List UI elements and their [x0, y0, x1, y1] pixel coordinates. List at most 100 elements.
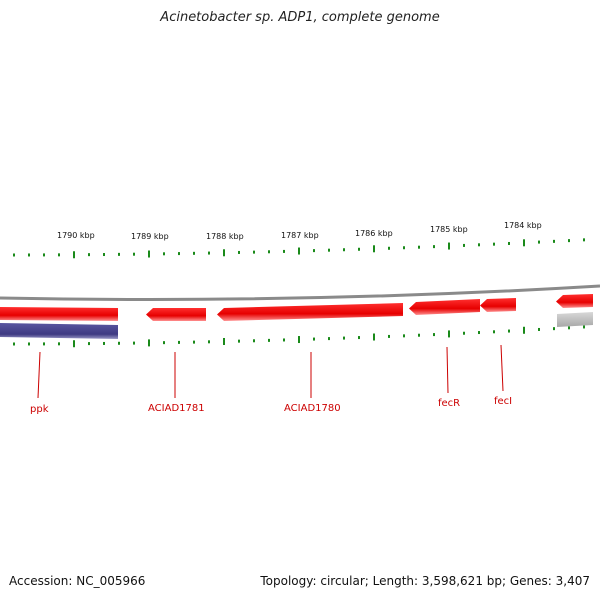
inner-scale-minor-tick — [553, 327, 555, 331]
outer-scale-minor-tick — [328, 248, 330, 252]
outer-scale-minor-tick — [178, 252, 180, 256]
outer-scale-major-tick — [73, 251, 75, 259]
outer-scale-minor-tick — [553, 239, 555, 243]
inner-scale-minor-tick — [88, 342, 90, 346]
genome-backbone — [0, 284, 600, 301]
scale-label-1790: 1790 kbp — [57, 231, 95, 240]
inner-scale-major-tick — [448, 330, 450, 338]
blue-track-feature — [0, 323, 118, 339]
inner-scale-ticks — [13, 325, 585, 348]
outer-scale-minor-tick — [583, 238, 585, 242]
outer-scale-minor-tick — [568, 239, 570, 243]
outer-scale-minor-tick — [283, 249, 285, 253]
outer-scale-minor-tick — [118, 252, 120, 256]
inner-scale-minor-tick — [478, 331, 480, 335]
inner-scale-minor-tick — [58, 342, 60, 346]
inner-scale-minor-tick — [463, 331, 465, 335]
inner-scale-minor-tick — [238, 339, 240, 343]
outer-scale-minor-tick — [253, 250, 255, 254]
inner-scale-minor-tick — [268, 338, 270, 342]
outer-scale-minor-tick — [313, 249, 315, 253]
outer-scale-major-tick — [523, 239, 525, 247]
inner-scale-minor-tick — [388, 334, 390, 338]
inner-scale-major-tick — [298, 336, 300, 344]
inner-scale-minor-tick — [538, 327, 540, 331]
leader-line-feci — [500, 344, 504, 392]
scale-label-1785: 1785 kbp — [430, 225, 468, 234]
outer-scale-minor-tick — [478, 243, 480, 247]
gene-leader-lines — [37, 344, 504, 399]
gene-labels: ppk ACIAD1781 ACIAD1780 fecR fecI — [30, 396, 512, 415]
inner-scale-minor-tick — [178, 340, 180, 344]
inner-scale-major-tick — [148, 339, 150, 347]
inner-scale-minor-tick — [433, 333, 435, 337]
inner-scale-minor-tick — [328, 337, 330, 341]
scale-labels: 1790 kbp 1789 kbp 1788 kbp 1787 kbp 1786… — [57, 221, 542, 241]
gene-features — [0, 294, 593, 321]
outer-scale-minor-tick — [463, 243, 465, 247]
outer-scale-minor-tick — [28, 253, 30, 257]
inner-scale-minor-tick — [13, 342, 15, 346]
outer-scale-minor-tick — [493, 242, 495, 246]
gene-label-fecr: fecR — [438, 398, 460, 409]
outer-scale-minor-tick — [208, 251, 210, 255]
inner-scale-major-tick — [523, 326, 525, 334]
outer-scale-minor-tick — [163, 252, 165, 256]
outer-scale-major-tick — [298, 247, 300, 255]
gene-feature-feci — [480, 298, 516, 312]
map-title: Acinetobacter sp. ADP1, complete genome — [160, 10, 440, 25]
outer-scale-minor-tick — [403, 246, 405, 250]
gene-feature-partial-right — [556, 294, 593, 308]
scale-label-1784: 1784 kbp — [504, 221, 542, 230]
inner-scale-minor-tick — [103, 341, 105, 345]
gene-label-aciad1780: ACIAD1780 — [284, 403, 341, 414]
inner-scale-minor-tick — [583, 325, 585, 329]
inner-scale-minor-tick — [283, 338, 285, 342]
inner-scale-minor-tick — [163, 341, 165, 345]
inner-scale-minor-tick — [343, 336, 345, 340]
outer-scale-minor-tick — [43, 253, 45, 257]
inner-scale-minor-tick — [493, 330, 495, 334]
gene-feature-aciad1780 — [217, 303, 403, 321]
scale-label-1789: 1789 kbp — [131, 232, 169, 241]
inner-scale-major-tick — [223, 337, 225, 345]
inner-scale-minor-tick — [358, 336, 360, 340]
outer-scale-minor-tick — [343, 248, 345, 252]
gene-feature-fecr — [409, 299, 480, 315]
genome-stats-text: Topology: circular; Length: 3,598,621 bp… — [260, 574, 590, 588]
outer-scale-minor-tick — [193, 251, 195, 255]
outer-scale-minor-tick — [58, 253, 60, 257]
outer-scale-minor-tick — [358, 247, 360, 251]
outer-scale-minor-tick — [103, 253, 105, 257]
leader-line-ppk — [37, 351, 41, 399]
outer-scale-minor-tick — [388, 246, 390, 250]
accession-text: Accession: NC_005966 — [9, 574, 146, 588]
inner-scale-minor-tick — [193, 340, 195, 344]
inner-scale-minor-tick — [253, 339, 255, 343]
outer-scale-minor-tick — [13, 253, 15, 257]
outer-scale-major-tick — [448, 242, 450, 250]
gene-feature-aciad1781 — [146, 308, 206, 321]
inner-scale-minor-tick — [508, 329, 510, 333]
gene-label-ppk: ppk — [30, 404, 49, 415]
gene-label-feci: fecI — [494, 396, 512, 407]
outer-scale-minor-tick — [133, 252, 135, 256]
outer-scale-minor-tick — [508, 241, 510, 245]
inner-scale-minor-tick — [118, 341, 120, 345]
inner-scale-major-tick — [73, 340, 75, 348]
inner-scale-minor-tick — [28, 342, 30, 346]
outer-scale-minor-tick — [268, 250, 270, 254]
grey-track-feature — [557, 312, 593, 327]
outer-scale-major-tick — [373, 245, 375, 253]
scale-label-1787: 1787 kbp — [281, 231, 319, 240]
inner-scale-major-tick — [373, 333, 375, 341]
outer-scale-major-tick — [223, 249, 225, 257]
outer-scale-ticks — [13, 238, 585, 259]
leader-line-fecr — [446, 346, 449, 394]
outer-scale-minor-tick — [538, 240, 540, 244]
inner-scale-minor-tick — [568, 326, 570, 330]
outer-scale-minor-tick — [418, 245, 420, 249]
inner-scale-minor-tick — [418, 333, 420, 337]
outer-scale-major-tick — [148, 250, 150, 258]
